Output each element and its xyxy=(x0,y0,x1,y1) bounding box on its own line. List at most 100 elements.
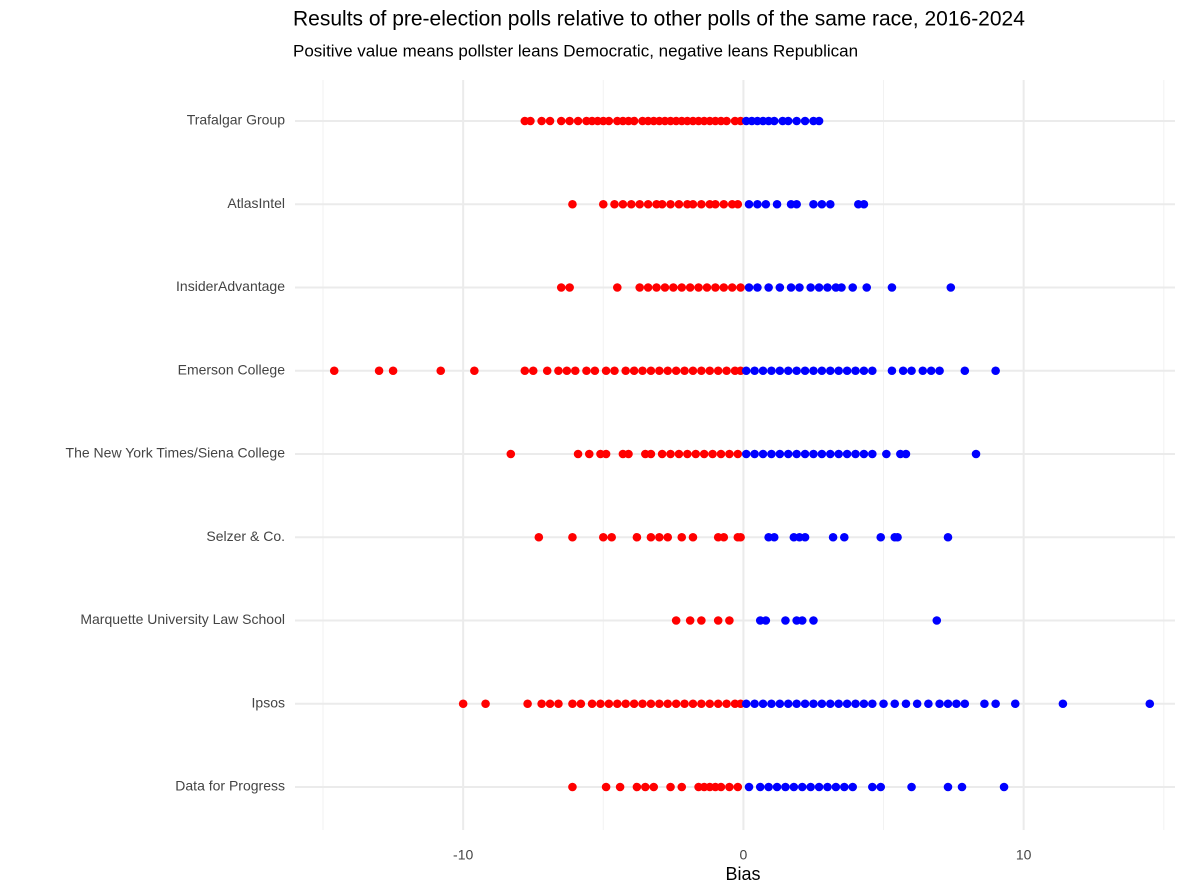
point xyxy=(705,699,715,709)
point xyxy=(783,699,793,709)
point xyxy=(666,782,675,792)
point xyxy=(374,366,384,376)
point xyxy=(565,116,574,126)
point xyxy=(868,699,877,709)
point xyxy=(758,449,768,459)
point xyxy=(526,116,535,126)
point xyxy=(688,199,698,209)
y-tick-label: AtlasIntel xyxy=(227,195,285,211)
point xyxy=(823,283,832,292)
point xyxy=(601,782,611,792)
point xyxy=(632,782,642,792)
point xyxy=(542,366,552,376)
point xyxy=(601,449,611,459)
point xyxy=(610,199,619,209)
point xyxy=(786,283,796,292)
point xyxy=(621,366,631,376)
x-tick-label: 10 xyxy=(1016,847,1032,863)
point xyxy=(893,532,902,542)
y-tick-label: Ipsos xyxy=(252,694,285,710)
point xyxy=(638,699,647,709)
point xyxy=(646,699,656,709)
point xyxy=(834,699,843,709)
point xyxy=(635,283,645,292)
point xyxy=(646,532,656,542)
point xyxy=(876,782,886,792)
point xyxy=(744,782,754,792)
point xyxy=(641,782,650,792)
point xyxy=(534,532,544,542)
points xyxy=(329,116,1155,792)
point xyxy=(537,699,546,709)
point xyxy=(960,366,970,376)
point xyxy=(795,283,804,292)
point xyxy=(817,449,827,459)
point xyxy=(537,116,546,126)
point xyxy=(783,366,793,376)
point xyxy=(882,449,891,459)
point xyxy=(842,449,852,459)
point xyxy=(814,782,824,792)
point xyxy=(610,366,619,376)
point xyxy=(663,366,673,376)
point xyxy=(719,532,729,542)
point xyxy=(792,116,801,126)
point xyxy=(711,199,720,209)
point xyxy=(607,532,616,542)
point xyxy=(775,283,785,292)
point xyxy=(991,366,1000,376)
point xyxy=(554,366,563,376)
point xyxy=(725,449,734,459)
point xyxy=(713,366,723,376)
point xyxy=(699,449,709,459)
point xyxy=(842,699,852,709)
point xyxy=(584,449,594,459)
point xyxy=(876,532,886,542)
point xyxy=(674,449,684,459)
point xyxy=(666,199,675,209)
point xyxy=(750,449,759,459)
point xyxy=(657,449,667,459)
point xyxy=(825,199,835,209)
point xyxy=(999,782,1009,792)
point xyxy=(848,283,858,292)
point xyxy=(677,532,687,542)
point xyxy=(823,782,832,792)
point xyxy=(736,532,745,542)
point xyxy=(769,532,779,542)
point xyxy=(935,366,944,376)
point xyxy=(646,366,656,376)
point xyxy=(828,532,838,542)
point xyxy=(792,449,801,459)
point xyxy=(520,366,530,376)
point xyxy=(741,699,751,709)
point xyxy=(685,283,695,292)
point xyxy=(615,782,625,792)
point xyxy=(570,366,580,376)
point xyxy=(329,366,339,376)
point xyxy=(837,283,846,292)
point xyxy=(638,366,647,376)
point xyxy=(851,699,860,709)
point xyxy=(868,782,877,792)
point xyxy=(898,366,908,376)
point xyxy=(657,199,667,209)
point xyxy=(568,699,577,709)
point xyxy=(767,449,776,459)
point xyxy=(716,782,726,792)
point xyxy=(677,283,687,292)
point xyxy=(789,782,799,792)
point xyxy=(436,366,446,376)
point xyxy=(887,283,897,292)
point xyxy=(814,283,824,292)
point xyxy=(1010,699,1020,709)
point xyxy=(688,532,698,542)
point xyxy=(722,116,731,126)
point xyxy=(868,366,877,376)
point xyxy=(839,532,849,542)
point xyxy=(568,532,577,542)
point xyxy=(890,699,900,709)
point xyxy=(957,782,967,792)
point xyxy=(470,366,479,376)
point xyxy=(800,449,810,459)
